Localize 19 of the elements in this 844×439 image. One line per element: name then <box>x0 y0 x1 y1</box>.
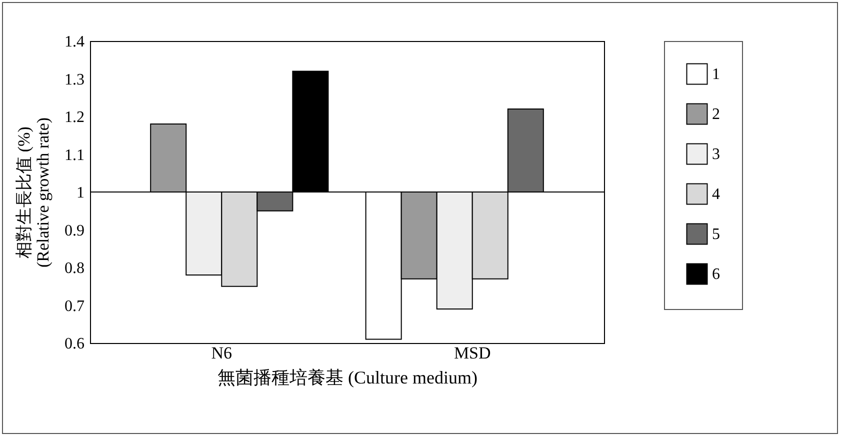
y-tick-label: 1.3 <box>64 71 84 88</box>
y-tick-label: 0.9 <box>64 222 84 240</box>
x-tick-label: MSD <box>454 344 491 362</box>
legend-label: 3 <box>712 146 720 163</box>
x-axis-title: 無菌播種培養基 (Culture medium) <box>218 368 478 388</box>
y-tick-label: 1.2 <box>64 109 84 126</box>
y-axis-title: 相對生長比值 (%) (Relative growth rate) <box>14 117 52 268</box>
legend-label: 5 <box>712 226 720 243</box>
legend-label: 4 <box>712 186 720 203</box>
y-tick-label: 0.6 <box>64 336 84 352</box>
legend-label: 1 <box>712 66 720 83</box>
x-tick-label: N6 <box>211 344 232 362</box>
y-tick-label: 1.1 <box>64 146 84 164</box>
y-tick-label: 0.8 <box>64 260 84 277</box>
legend-label: 6 <box>712 266 720 283</box>
y-tick-label: 1.4 <box>64 34 84 50</box>
y-tick-label: 1 <box>76 184 84 202</box>
legend-label: 2 <box>712 106 720 123</box>
y-tick-label: 0.7 <box>64 298 84 315</box>
